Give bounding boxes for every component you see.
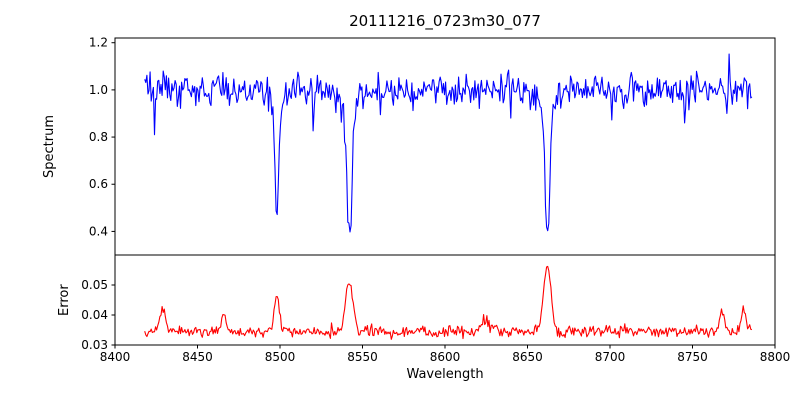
- x-axis-label: Wavelength: [406, 367, 484, 382]
- spectrum-panel-border: [114, 37, 776, 256]
- x-tick-label: 8500: [265, 350, 296, 364]
- y-tick-label: 0.05: [81, 278, 108, 292]
- y-tick-label: 0.04: [81, 308, 108, 322]
- x-tick-label: 8700: [595, 350, 626, 364]
- x-tick-label: 8400: [100, 350, 131, 364]
- error-line: [144, 265, 753, 340]
- x-tick-label: 8450: [182, 350, 213, 364]
- x-tick-label: 8550: [347, 350, 378, 364]
- chart-title: 20111216_0723m30_077: [349, 12, 541, 30]
- y-tick-label: 0.6: [89, 177, 108, 191]
- x-tick-label: 8650: [512, 350, 543, 364]
- y-tick-label: 0.4: [89, 224, 108, 238]
- y-tick-label: 1.0: [89, 83, 108, 97]
- y-tick-label: 0.8: [89, 130, 108, 144]
- y-tick-label: 0.03: [81, 338, 108, 352]
- x-tick-label: 8800: [760, 350, 791, 364]
- x-tick-label: 8600: [430, 350, 461, 364]
- spectrum-line: [144, 53, 753, 233]
- y-tick-label: 1.2: [89, 36, 108, 50]
- x-tick-label: 8750: [677, 350, 708, 364]
